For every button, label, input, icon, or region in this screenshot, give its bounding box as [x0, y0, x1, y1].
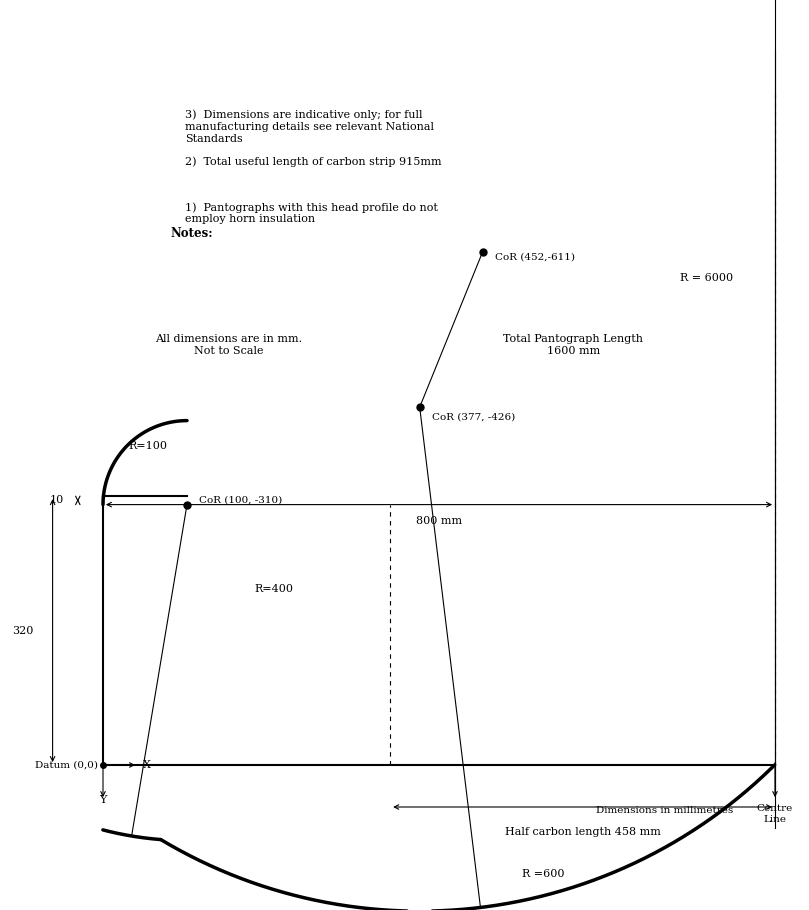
- Text: R = 6000: R = 6000: [680, 273, 733, 283]
- Text: Centre
Line: Centre Line: [757, 804, 793, 824]
- Text: R =600: R =600: [523, 869, 565, 879]
- Text: 800 mm: 800 mm: [416, 516, 462, 526]
- Text: CoR (377, -426): CoR (377, -426): [432, 412, 515, 421]
- Text: Dimensions in millimetres: Dimensions in millimetres: [595, 806, 733, 815]
- Text: 2)  Total useful length of carbon strip 915mm: 2) Total useful length of carbon strip 9…: [185, 156, 442, 167]
- Text: 1)  Pantographs with this head profile do not
employ horn insulation: 1) Pantographs with this head profile do…: [185, 202, 438, 225]
- Text: CoR (452,-611): CoR (452,-611): [494, 252, 574, 261]
- Text: R=400: R=400: [254, 583, 293, 593]
- Text: 320: 320: [12, 625, 34, 635]
- Text: Notes:: Notes:: [170, 228, 213, 240]
- Text: Y: Y: [100, 795, 107, 805]
- Text: CoR (100, -310): CoR (100, -310): [199, 495, 282, 504]
- Text: Total Pantograph Length
1600 mm: Total Pantograph Length 1600 mm: [503, 334, 643, 356]
- Text: Half carbon length 458 mm: Half carbon length 458 mm: [505, 827, 661, 837]
- Text: R=100: R=100: [128, 440, 167, 450]
- Text: 3)  Dimensions are indicative only; for full
manufacturing details see relevant : 3) Dimensions are indicative only; for f…: [185, 110, 434, 144]
- Text: All dimensions are in mm.
Not to Scale: All dimensions are in mm. Not to Scale: [155, 334, 303, 356]
- Text: 10: 10: [49, 495, 64, 505]
- Text: Datum (0,0): Datum (0,0): [35, 761, 98, 770]
- Text: X: X: [143, 760, 150, 770]
